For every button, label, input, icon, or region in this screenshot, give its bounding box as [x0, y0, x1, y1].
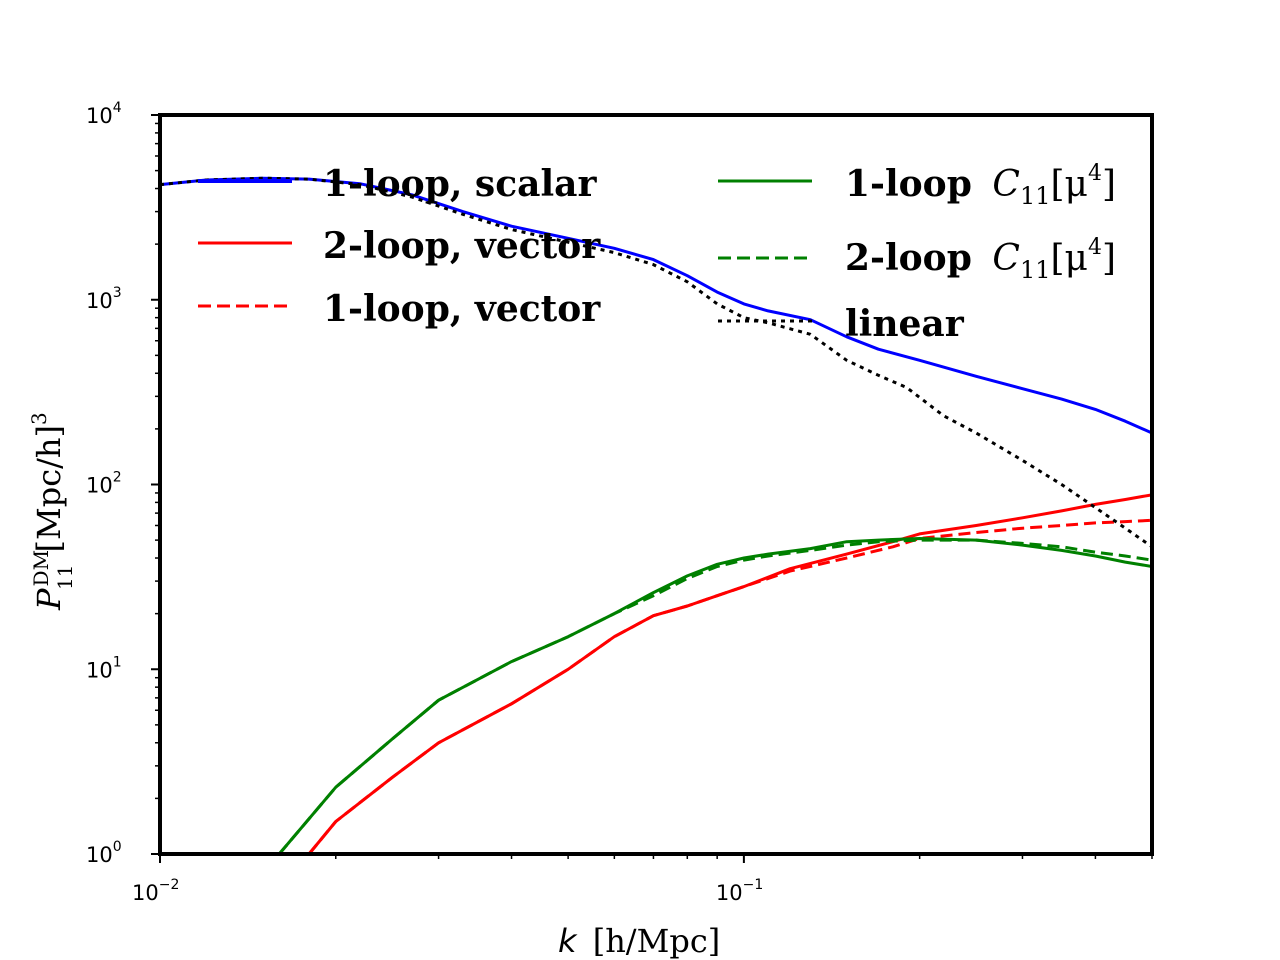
series-line-1-loop-vector — [307, 518, 1152, 854]
legend: 1-loop, scalar 2-loop, vector 1-loop, ve… — [198, 161, 1116, 345]
y-axis-label: PDM11[Mpc/h]3 — [27, 412, 77, 611]
legend-label-linear: linear — [845, 303, 965, 345]
y-tick-label: 100 — [86, 839, 122, 867]
axis-ticks: 10−2 10−1 100 101 102 103 104 — [86, 100, 1153, 905]
series-line-2-loop-c — [278, 538, 1152, 854]
legend-label-2-loop-c11: 2-loop C11[μ4] — [845, 235, 1116, 284]
y-tick-label: 101 — [86, 654, 122, 682]
series-line-linear — [160, 176, 1152, 549]
legend-label-2-loop-vector: 2-loop, vector — [323, 225, 601, 267]
x-axis-label: k [h/Mpc] — [558, 922, 720, 960]
y-tick-label: 103 — [86, 285, 122, 313]
axes-frame — [158, 113, 1154, 856]
series-layer — [160, 176, 1152, 854]
legend-label-1-loop-c11: 1-loop C11[μ4] — [845, 161, 1116, 210]
legend-label-1-loop-scalar: 1-loop, scalar — [323, 163, 597, 205]
y-tick-label: 104 — [86, 100, 122, 128]
y-tick-label: 102 — [86, 470, 122, 498]
legend-label-1-loop-vector: 1-loop, vector — [323, 288, 601, 330]
x-tick-label: 10−1 — [716, 877, 763, 905]
plot-area — [160, 115, 1152, 854]
x-tick-label: 10−2 — [132, 877, 179, 905]
